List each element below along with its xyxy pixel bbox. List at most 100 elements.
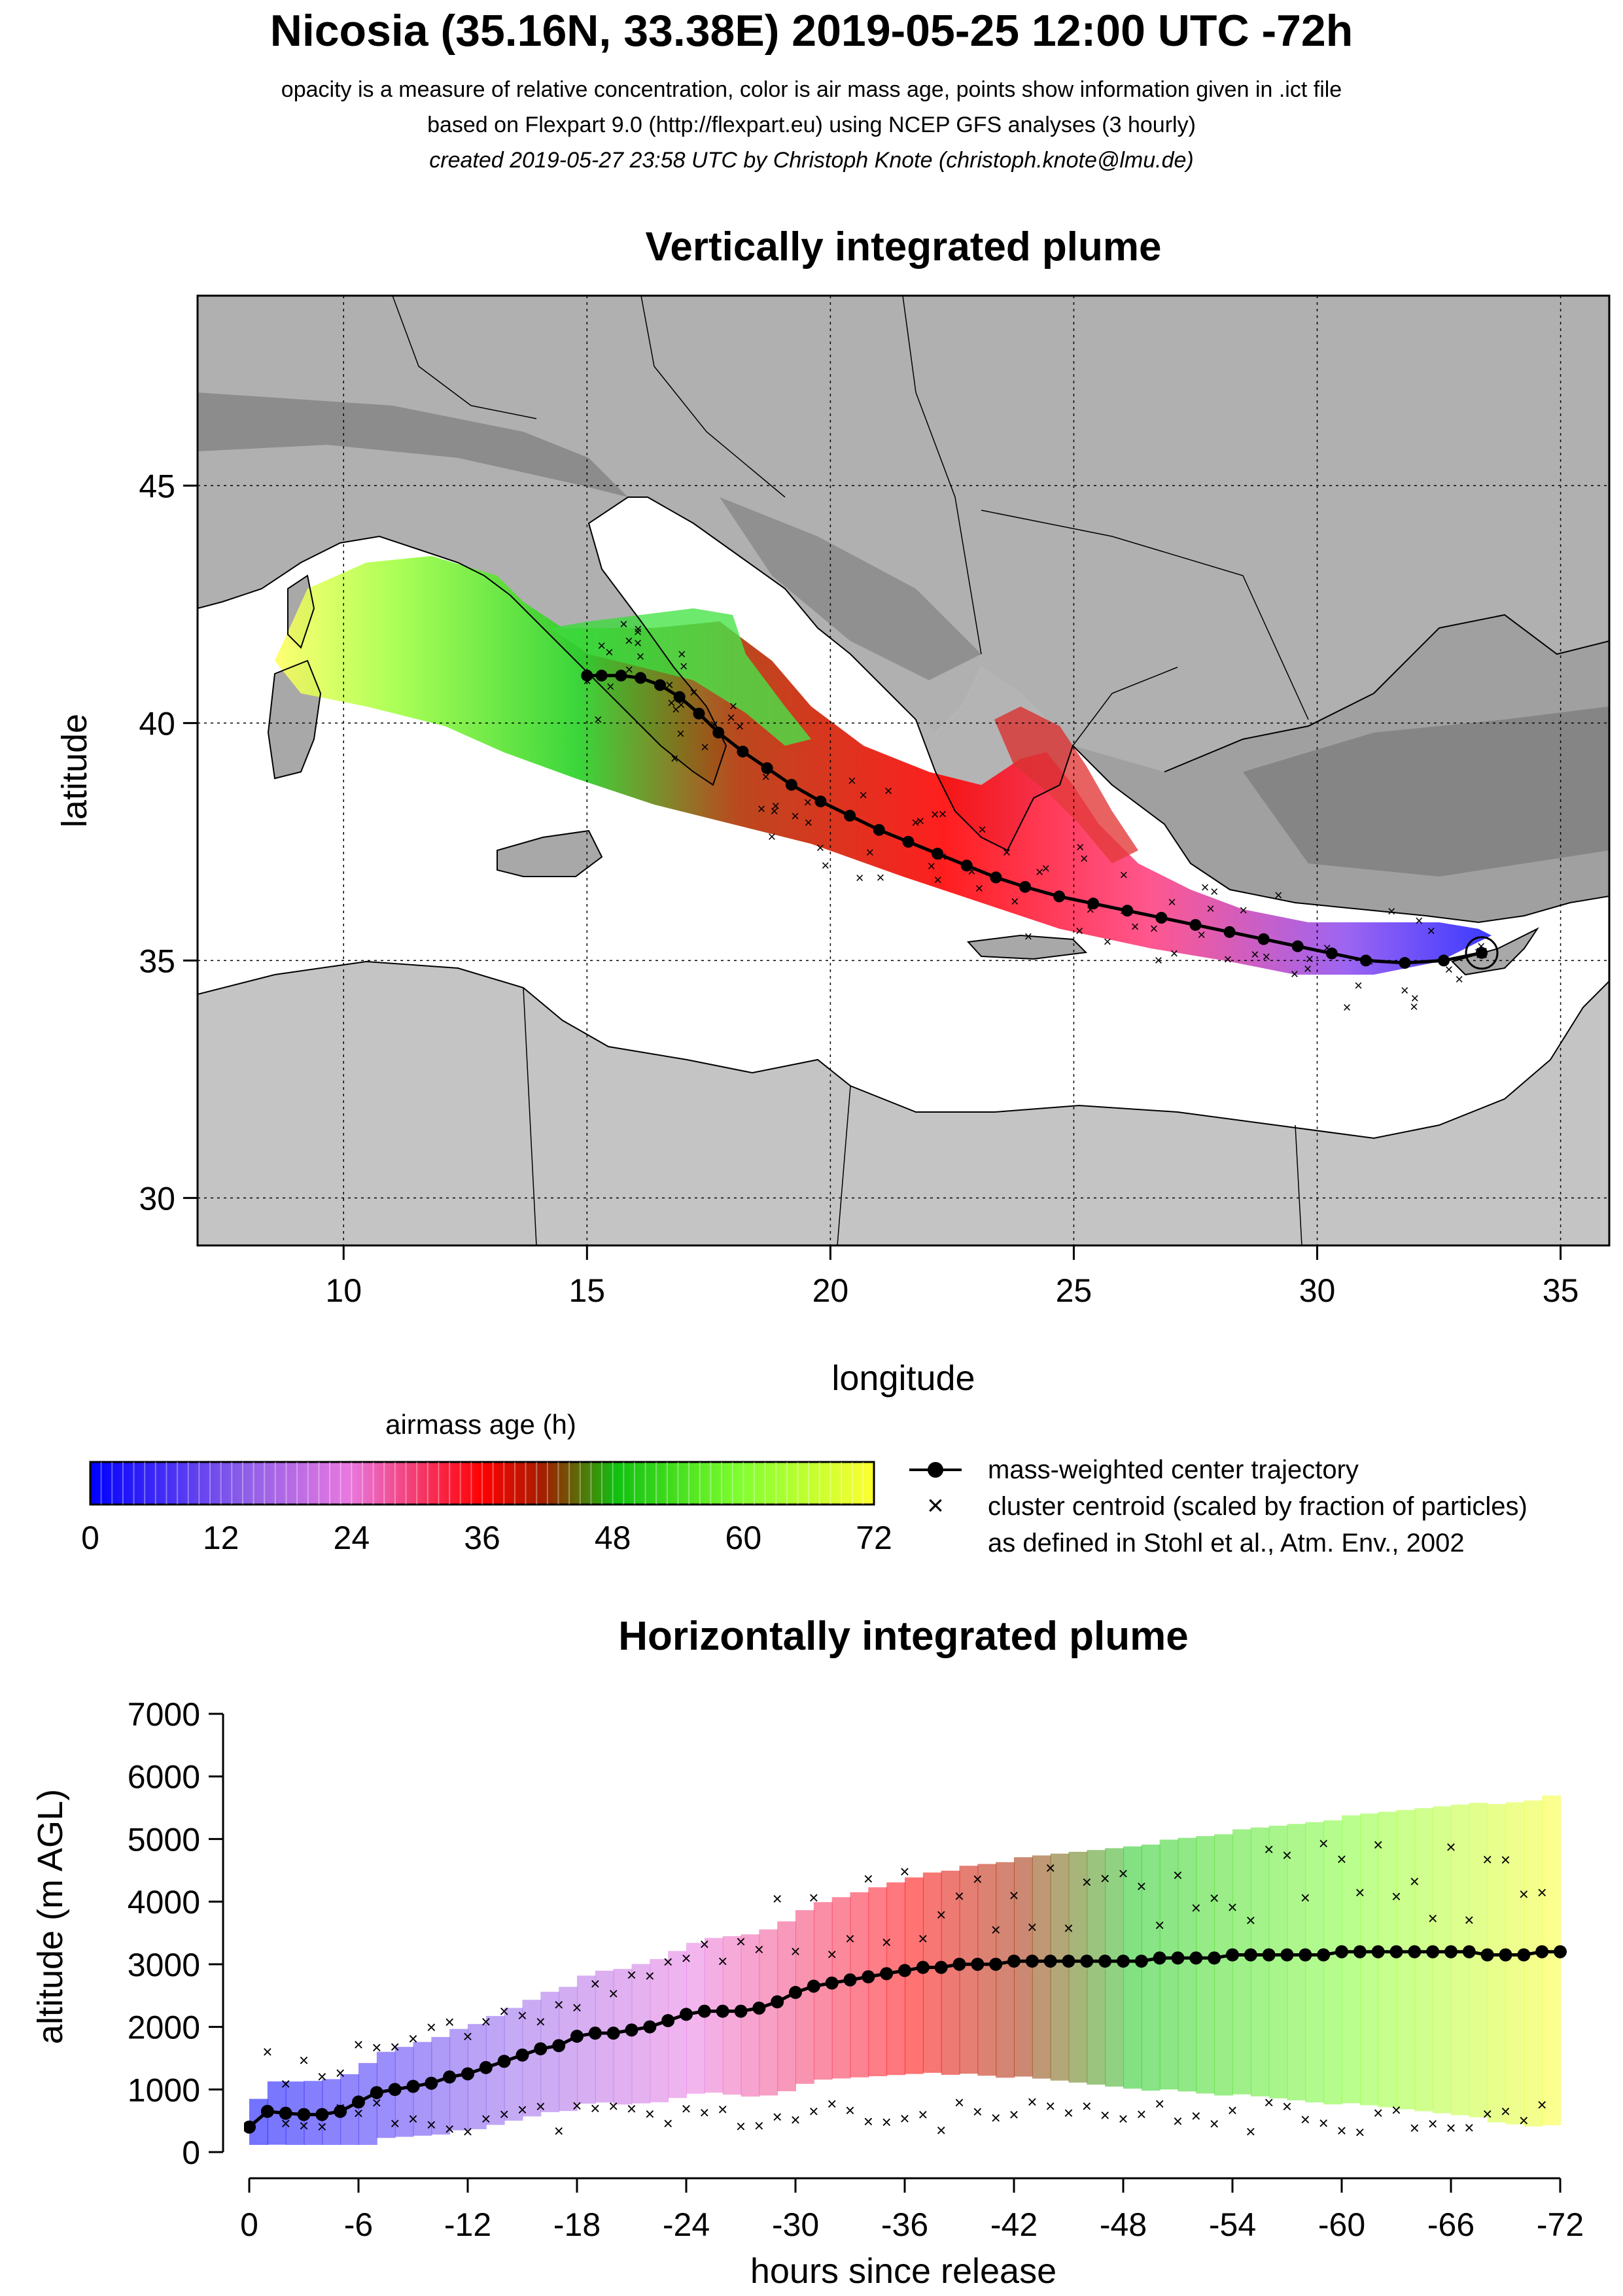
profile-centroid-cross: × <box>936 1905 946 1924</box>
profile-trajectory-point <box>1335 1945 1348 1958</box>
profile-centroid-cross: × <box>1027 1917 1037 1937</box>
profile-centroid-cross: × <box>1100 1868 1110 1888</box>
map-trajectory-point <box>1257 933 1270 945</box>
profile-trajectory-point <box>1189 1951 1203 1965</box>
profile-centroid-cross: × <box>1118 1864 1128 1883</box>
map-trajectory-point <box>1476 947 1488 959</box>
profile-trajectory-point <box>862 1970 875 1983</box>
profile-trajectory-point <box>297 2108 311 2121</box>
profile-centroid-cross: × <box>1045 2096 1055 2115</box>
profile-centroid-cross: × <box>991 2108 1001 2128</box>
map-ytick-label: 45 <box>139 468 175 504</box>
profile-trajectory-point <box>406 2079 420 2093</box>
land-europe <box>198 296 1609 785</box>
profile-center-trajectory <box>244 1945 1567 2134</box>
profile-shade-bin <box>1287 1824 1306 2100</box>
profile-centroid-cross: × <box>1300 1888 1310 1907</box>
map-trajectory-point <box>1399 957 1411 969</box>
map-centroid-cross: × <box>667 695 676 711</box>
land-crete <box>968 935 1086 959</box>
profile-xtick-label: -36 <box>881 2206 928 2243</box>
profile-centroid-cross: × <box>736 1932 746 1951</box>
map-axes: 10 15 20 25 30 35 30 35 40 45 <box>139 468 1579 1309</box>
map-center-trajectory <box>581 669 1488 969</box>
profile-shade-bin <box>1087 1850 1106 2085</box>
profile-trajectory-point <box>661 2014 675 2027</box>
profile-centroid-cross: × <box>699 2103 709 2123</box>
profile-trajectory-point <box>1499 1948 1512 1962</box>
map-centroid-cross: × <box>1477 938 1486 954</box>
border-line <box>523 987 1302 1245</box>
profile-centroid-cross: × <box>554 1995 564 2015</box>
colorbar-stripes <box>100 1462 864 1505</box>
profile-centroid-cross: × <box>827 1945 837 1964</box>
colorbar-tick-label: 36 <box>464 1520 500 1556</box>
map-centroid-cross: × <box>1075 922 1084 939</box>
border-line <box>392 296 1309 746</box>
profile-centroid-cross: × <box>536 2096 546 2116</box>
profile-centroid-cross: × <box>1264 2093 1274 2112</box>
profile-trajectory-point <box>497 2055 511 2068</box>
profile-centroid-cross: × <box>1501 1850 1510 1870</box>
map-centroid-cross: × <box>1041 860 1050 877</box>
profile-centroid-cross: × <box>1045 1858 1055 1878</box>
map-centroid-cross: × <box>637 648 645 665</box>
map-centroid-cross: × <box>1201 879 1210 896</box>
map-xlabel: longitude <box>831 1359 975 1398</box>
profile-trajectory-point <box>515 2048 529 2062</box>
map-xtick-label: 35 <box>1543 1272 1579 1309</box>
map-centroid-cross: × <box>1119 867 1128 883</box>
profile-centroid-cross: × <box>1355 2123 1365 2142</box>
profile-ytick-label: 2000 <box>128 2009 200 2046</box>
profile-centroid-cross: × <box>718 1951 727 1971</box>
profile-trajectory-point <box>952 1957 966 1971</box>
profile-centroid-cross: × <box>954 1887 964 1906</box>
map-trajectory-point <box>960 860 973 872</box>
profile-trajectory-point <box>606 2026 620 2040</box>
profile-centroid-cross: × <box>372 2038 381 2057</box>
profile-xtick-label: -24 <box>663 2206 710 2243</box>
release-cross: × <box>1475 939 1489 966</box>
map-centroid-cross: × <box>594 712 602 728</box>
legend-note: as defined in Stohl et al., Atm. Env., 2… <box>988 1529 1465 1557</box>
profile-concentration-shading <box>249 1795 1561 2145</box>
profile-xtick-label: -72 <box>1537 2206 1584 2243</box>
profile-xtick-label: -48 <box>1100 2206 1147 2243</box>
profile-area: × × × × × × × × × × × × × × × × × × × × × × × × × × × × × × × × × × × × × × × ×… <box>244 1795 1567 2145</box>
profile-centroid-cross: × <box>1064 1918 1073 1938</box>
map-trajectory-point <box>1087 897 1100 910</box>
map-centroid-cross: × <box>1170 945 1179 962</box>
profile-centroid-cross: × <box>572 2096 582 2115</box>
profile-centroid-cross: × <box>1027 2092 1037 2112</box>
map-centroid-cross: × <box>877 869 885 886</box>
colorbar-tick-label: 72 <box>856 1520 892 1556</box>
profile-shade-bin <box>1105 1848 1124 2087</box>
profile-centroid-cross: × <box>882 1932 892 1952</box>
profile-centroid-cross: × <box>790 2110 800 2130</box>
map-centroid-cross: × <box>767 828 776 844</box>
profile-trajectory-point <box>1408 1945 1422 1958</box>
map-centroid-cross: × <box>1365 953 1374 969</box>
profile-trajectory-point <box>1117 1955 1130 1968</box>
map-trajectory-point <box>1189 918 1202 931</box>
profile-trajectory-point <box>916 1960 930 1974</box>
map-centroid-cross: × <box>1410 990 1419 1007</box>
map-centroid-cross: × <box>701 739 709 755</box>
colorbar-tick-label: 24 <box>334 1520 370 1556</box>
map-trajectory-point <box>1121 905 1134 917</box>
profile-trajectory-point <box>388 2083 402 2096</box>
map-ytick-label: 40 <box>139 705 175 742</box>
map-centroid-cross: × <box>821 857 829 873</box>
profile-centroid-cross: × <box>1336 1849 1346 1869</box>
terrain-anatolia <box>1243 706 1609 877</box>
profile-trajectory-point <box>734 2004 748 2018</box>
profile-trajectory-point <box>1043 1955 1057 1968</box>
profile-trajectory-point <box>1153 1951 1166 1965</box>
map-centroid-cross: × <box>803 794 812 810</box>
map-trajectory-point <box>814 795 827 808</box>
profile-shade-bin <box>1250 1827 1270 2096</box>
profile-shade-bin <box>1451 1804 1470 2115</box>
profile-trajectory-point <box>1134 1955 1148 1968</box>
land-north-africa <box>198 962 1609 1245</box>
